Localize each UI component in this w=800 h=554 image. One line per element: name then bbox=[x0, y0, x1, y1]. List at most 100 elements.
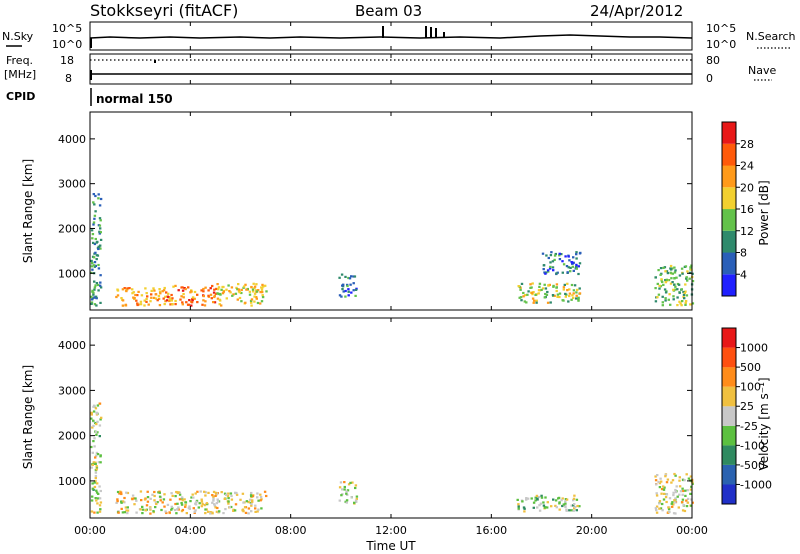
power-cell bbox=[673, 277, 676, 280]
power-cell bbox=[555, 286, 558, 289]
velocity-cell bbox=[345, 501, 348, 504]
velocity-cell bbox=[135, 511, 138, 514]
power-cell bbox=[567, 255, 570, 258]
velocity-cell bbox=[355, 495, 359, 498]
power-cell bbox=[562, 286, 566, 289]
power-cell bbox=[126, 287, 129, 290]
velocity-cell bbox=[560, 499, 563, 502]
power-cell bbox=[90, 301, 94, 304]
velocity-cell bbox=[134, 497, 137, 500]
power-cell bbox=[121, 304, 125, 307]
velocity-cell bbox=[123, 496, 126, 500]
power-cell bbox=[338, 276, 341, 279]
velocity-cell bbox=[575, 498, 579, 501]
colorbar-swatch bbox=[722, 464, 736, 485]
power-cell bbox=[656, 282, 659, 285]
power-cell bbox=[98, 232, 101, 235]
power-cell bbox=[577, 272, 580, 276]
velocity-cell bbox=[99, 489, 102, 493]
power-cell bbox=[545, 254, 548, 257]
power-cell bbox=[520, 282, 524, 285]
velocity-colorbar: 1000 500 100 25 -25 -100 -500 -1000 bbox=[721, 327, 772, 505]
velocity-cell bbox=[685, 499, 688, 502]
power-cell bbox=[572, 269, 575, 272]
velocity-cell bbox=[151, 493, 154, 496]
velocity-cell bbox=[245, 500, 249, 503]
power-cell bbox=[202, 295, 205, 298]
power-cell bbox=[552, 269, 555, 272]
power-cell bbox=[671, 281, 674, 284]
power-cell bbox=[250, 301, 253, 304]
power-cell bbox=[662, 283, 665, 286]
y-tick-label: 2000 bbox=[58, 222, 86, 235]
power-cell bbox=[672, 295, 675, 298]
power-cell bbox=[562, 263, 566, 266]
velocity-cell bbox=[525, 498, 528, 501]
colorbar-label: 24 bbox=[740, 160, 754, 173]
velocity-cell bbox=[131, 494, 135, 497]
power-cell bbox=[93, 242, 97, 246]
power-cell bbox=[255, 289, 258, 292]
power-cell bbox=[207, 294, 210, 297]
power-cell bbox=[248, 293, 252, 296]
velocity-cell bbox=[542, 504, 546, 507]
power-cell bbox=[673, 271, 677, 274]
velocity-cell bbox=[169, 498, 172, 501]
velocity-cell bbox=[247, 501, 250, 504]
velocity-cell bbox=[354, 499, 358, 502]
power-cell bbox=[158, 288, 161, 291]
velocity-cell bbox=[218, 510, 221, 513]
power-cell bbox=[253, 292, 257, 295]
velocity-cell bbox=[523, 510, 526, 513]
power-cell bbox=[240, 288, 243, 291]
velocity-cell bbox=[211, 494, 214, 497]
velocity-cell bbox=[176, 508, 179, 511]
velocity-cell bbox=[678, 493, 681, 496]
power-cell bbox=[243, 285, 246, 288]
power-cell bbox=[152, 296, 156, 299]
power-cell bbox=[566, 289, 569, 292]
velocity-cell bbox=[521, 500, 524, 503]
power-cell bbox=[522, 291, 525, 295]
power-cell bbox=[670, 268, 673, 271]
power-cell bbox=[92, 241, 95, 244]
power-cell bbox=[575, 267, 578, 270]
power-cell bbox=[551, 266, 555, 269]
power-cell bbox=[353, 275, 357, 278]
power-cell bbox=[92, 223, 95, 226]
velocity-cell bbox=[181, 499, 184, 502]
power-cell bbox=[93, 214, 97, 217]
velocity-cell bbox=[654, 479, 658, 482]
power-cell bbox=[546, 290, 549, 294]
velocity-cell bbox=[90, 417, 93, 420]
power-cell bbox=[190, 301, 194, 304]
power-cell bbox=[571, 294, 574, 297]
power-cell bbox=[97, 197, 100, 200]
velocity-cell bbox=[199, 490, 202, 493]
power-cell bbox=[149, 300, 152, 303]
velocity-cell bbox=[674, 488, 677, 492]
velocity-cell bbox=[685, 473, 688, 476]
velocity-cell bbox=[345, 492, 348, 495]
power-cell bbox=[164, 300, 167, 303]
power-cell bbox=[261, 296, 265, 299]
power-cell bbox=[578, 287, 581, 290]
power-cell bbox=[575, 266, 578, 269]
velocity-scatter bbox=[90, 402, 694, 515]
power-cell bbox=[661, 295, 664, 298]
power-cell bbox=[542, 268, 545, 271]
velocity-cell bbox=[675, 485, 678, 488]
velocity-cell bbox=[530, 497, 533, 500]
velocity-cell bbox=[540, 496, 544, 499]
power-cell bbox=[154, 297, 158, 300]
velocity-cell bbox=[672, 503, 675, 506]
power-cell bbox=[139, 300, 143, 303]
velocity-cell bbox=[658, 482, 662, 485]
power-cell bbox=[544, 292, 547, 296]
velocity-cell bbox=[681, 487, 684, 490]
power-cell bbox=[162, 297, 165, 300]
velocity-cell bbox=[576, 504, 579, 508]
power-cell bbox=[264, 284, 267, 287]
velocity-cell bbox=[244, 511, 248, 514]
